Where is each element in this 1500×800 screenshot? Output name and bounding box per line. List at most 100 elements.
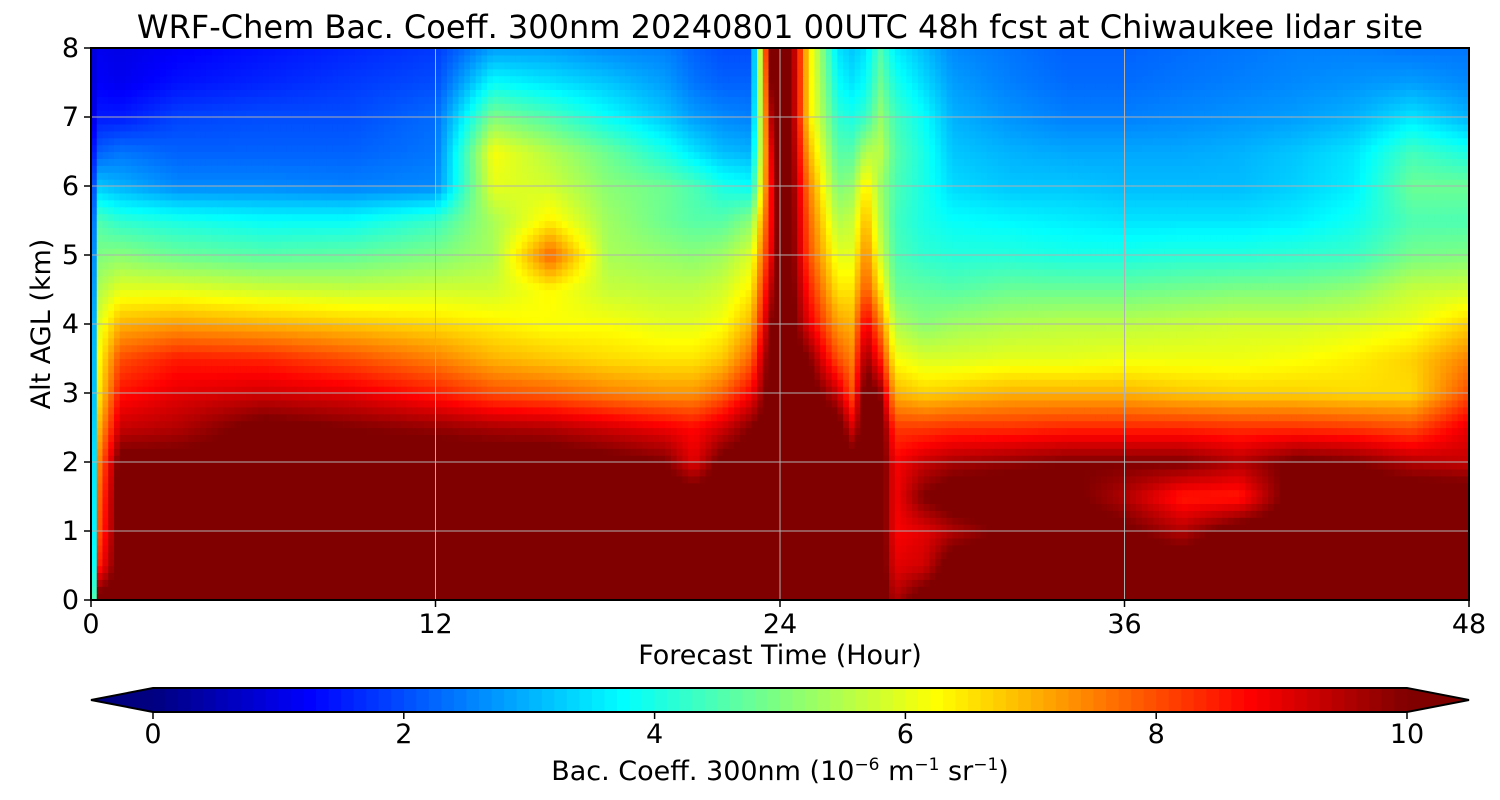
heatmap-cell bbox=[545, 531, 551, 539]
heatmap-cell bbox=[763, 517, 769, 525]
heatmap-cell bbox=[596, 559, 602, 567]
heatmap-cell bbox=[1354, 545, 1360, 553]
heatmap-cell bbox=[1216, 579, 1222, 587]
heatmap-cell bbox=[1027, 572, 1033, 580]
heatmap-cell bbox=[901, 538, 907, 546]
heatmap-cell bbox=[183, 524, 189, 532]
heatmap-cell bbox=[1320, 545, 1326, 553]
heatmap-cell bbox=[194, 510, 200, 518]
heatmap-cell bbox=[545, 572, 551, 580]
heatmap-cell bbox=[1038, 559, 1044, 567]
heatmap-cell bbox=[1015, 572, 1021, 580]
heatmap-cell bbox=[992, 510, 998, 518]
heatmap-cell bbox=[556, 503, 562, 511]
heatmap-cell bbox=[585, 566, 591, 574]
heatmap-cell bbox=[1325, 510, 1331, 518]
heatmap-cell bbox=[1182, 545, 1188, 553]
heatmap-cell bbox=[487, 586, 493, 594]
heatmap-cell bbox=[229, 497, 235, 505]
heatmap-cell bbox=[682, 572, 688, 580]
heatmap-cell bbox=[522, 572, 528, 580]
heatmap-cell bbox=[539, 586, 545, 594]
heatmap-cell bbox=[246, 531, 252, 539]
heatmap-cell bbox=[108, 545, 114, 553]
heatmap-cell bbox=[814, 531, 820, 539]
heatmap-cell bbox=[642, 531, 648, 539]
heatmap-cell bbox=[1205, 552, 1211, 560]
heatmap-cell bbox=[987, 503, 993, 511]
heatmap-cell bbox=[964, 566, 970, 574]
heatmap-cell bbox=[734, 566, 740, 574]
heatmap-cell bbox=[1343, 572, 1349, 580]
heatmap-cell bbox=[240, 572, 246, 580]
heatmap-cell bbox=[568, 531, 574, 539]
heatmap-cell bbox=[901, 517, 907, 525]
heatmap-cell bbox=[728, 510, 734, 518]
heatmap-cell bbox=[1383, 524, 1389, 532]
heatmap-cell bbox=[924, 572, 930, 580]
heatmap-cell bbox=[579, 586, 585, 594]
heatmap-cell bbox=[395, 503, 401, 511]
heatmap-cell bbox=[1228, 545, 1234, 553]
heatmap-cell bbox=[688, 559, 694, 567]
heatmap-cell bbox=[1377, 559, 1383, 567]
heatmap-cell bbox=[148, 510, 154, 518]
heatmap-cell bbox=[148, 517, 154, 525]
heatmap-cell bbox=[987, 531, 993, 539]
heatmap-cell bbox=[889, 552, 895, 560]
heatmap-cell bbox=[1182, 579, 1188, 587]
heatmap-cell bbox=[619, 531, 625, 539]
heatmap-cell bbox=[918, 517, 924, 525]
heatmap-cell bbox=[441, 538, 447, 546]
heatmap-cell bbox=[235, 559, 241, 567]
heatmap-cell bbox=[1337, 510, 1343, 518]
heatmap-cell bbox=[1170, 566, 1176, 574]
heatmap-cell bbox=[550, 579, 556, 587]
heatmap-cell bbox=[487, 559, 493, 567]
heatmap-cell bbox=[998, 531, 1004, 539]
heatmap-cell bbox=[223, 572, 229, 580]
heatmap-cell bbox=[263, 531, 269, 539]
heatmap-cell bbox=[723, 510, 729, 518]
heatmap-cell bbox=[309, 524, 315, 532]
heatmap-cell bbox=[527, 531, 533, 539]
heatmap-cell bbox=[401, 586, 407, 594]
heatmap-cell bbox=[1389, 510, 1395, 518]
heatmap-cell bbox=[1412, 579, 1418, 587]
heatmap-cell bbox=[1205, 531, 1211, 539]
heatmap-cell bbox=[453, 503, 459, 511]
heatmap-cell bbox=[958, 531, 964, 539]
heatmap-cell bbox=[418, 503, 424, 511]
heatmap-cell bbox=[1239, 517, 1245, 525]
heatmap-cell bbox=[212, 552, 218, 560]
heatmap-cell bbox=[527, 572, 533, 580]
heatmap-cell bbox=[1423, 586, 1429, 594]
heatmap-cell bbox=[481, 503, 487, 511]
heatmap-cell bbox=[160, 559, 166, 567]
heatmap-cell bbox=[969, 566, 975, 574]
heatmap-cell bbox=[608, 552, 614, 560]
heatmap-cell bbox=[160, 545, 166, 553]
heatmap-cell bbox=[194, 531, 200, 539]
heatmap-cell bbox=[654, 538, 660, 546]
heatmap-cell bbox=[120, 524, 126, 532]
heatmap-cell bbox=[464, 559, 470, 567]
heatmap-cell bbox=[1366, 545, 1372, 553]
heatmap-cell bbox=[935, 517, 941, 525]
heatmap-cell bbox=[975, 552, 981, 560]
heatmap-cell bbox=[556, 538, 562, 546]
heatmap-cell bbox=[1165, 510, 1171, 518]
heatmap-cell bbox=[424, 531, 430, 539]
heatmap-cell bbox=[1389, 552, 1395, 560]
heatmap-cell bbox=[591, 566, 597, 574]
heatmap-cell bbox=[1033, 531, 1039, 539]
heatmap-cell bbox=[200, 538, 206, 546]
heatmap-cell bbox=[1010, 552, 1016, 560]
heatmap-cell bbox=[677, 572, 683, 580]
heatmap-cell bbox=[481, 579, 487, 587]
heatmap-cell bbox=[1033, 586, 1039, 594]
heatmap-cell bbox=[298, 559, 304, 567]
heatmap-cell bbox=[1417, 517, 1423, 525]
heatmap-cell bbox=[1216, 524, 1222, 532]
heatmap-cell bbox=[723, 545, 729, 553]
